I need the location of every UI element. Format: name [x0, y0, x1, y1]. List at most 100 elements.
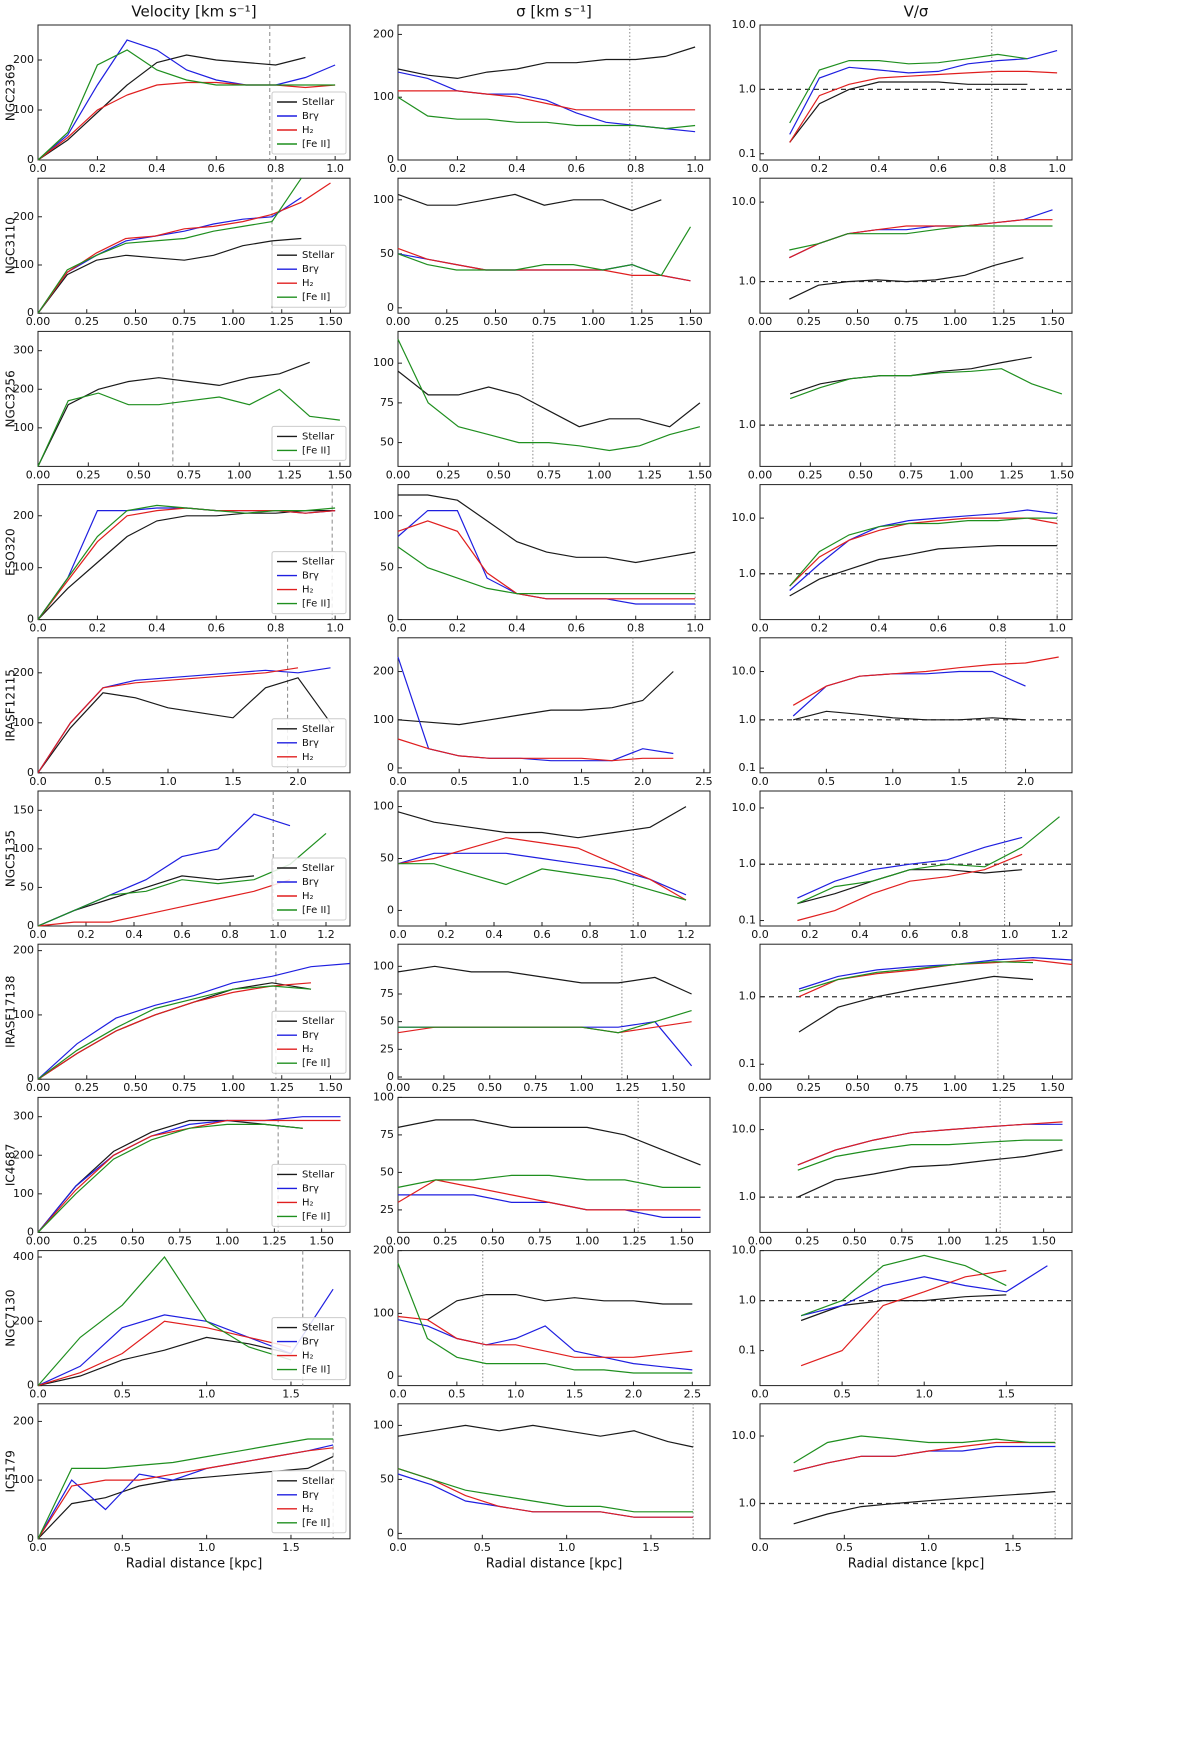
x-tick-label: 0.8: [627, 622, 645, 635]
x-tick-label: 1.0: [1048, 622, 1066, 635]
legend-label: Stellar: [302, 1476, 335, 1487]
x-tick-label: 0.50: [842, 1234, 867, 1247]
x-tick-label: 1.00: [581, 315, 606, 328]
plot-frame: [397, 484, 711, 621]
x-tick-label: 0.75: [894, 315, 919, 328]
y-tick-label: 50: [380, 1165, 394, 1178]
series-line: [37, 982, 312, 1080]
plot-frame: [397, 943, 711, 1080]
legend-label: Brγ: [302, 738, 319, 749]
y-tick-label: 100: [373, 959, 394, 972]
x-tick-label: 1.0: [686, 622, 704, 635]
series-line: [797, 1121, 1063, 1166]
plot-frame: [37, 484, 351, 621]
series-line: [789, 50, 1058, 135]
row-label: IC4687: [4, 1144, 18, 1186]
y-tick-label: 100: [13, 258, 34, 271]
x-tick-label: 1.50: [309, 1234, 334, 1247]
legend-label: H₂: [302, 125, 314, 136]
series-line: [397, 738, 674, 762]
x-tick-label: 0.50: [123, 315, 148, 328]
plot-frame: [759, 1403, 1073, 1540]
x-tick-label: 1.00: [937, 1234, 962, 1247]
x-tick-label: 0.00: [748, 468, 773, 481]
series-line: [37, 982, 312, 1080]
x-tick-label: 0.8: [221, 928, 239, 941]
series-line: [37, 196, 302, 314]
x-tick-label: 0.75: [894, 1081, 919, 1094]
x-tick-label: 0.50: [478, 1081, 503, 1094]
x-tick-label: 2.0: [634, 775, 652, 788]
x-tick-label: 1.50: [1040, 315, 1065, 328]
x-tick-label: 0.8: [581, 928, 599, 941]
plot-frame: [397, 24, 711, 161]
y-tick-label: 100: [373, 713, 394, 726]
row-label: IRASF17138: [4, 976, 18, 1048]
x-tick-label: 1.50: [688, 468, 713, 481]
series-line: [397, 46, 696, 80]
series-line: [37, 39, 336, 161]
x-tick-label: 0.75: [532, 315, 557, 328]
x-tick-label: 0.50: [486, 468, 511, 481]
x-tick-label: 0.50: [480, 1234, 505, 1247]
legend-box: [271, 425, 347, 461]
y-tick-label: 1.0: [739, 567, 757, 580]
x-tick-label: 0.25: [433, 1234, 458, 1247]
x-tick-label: 0.75: [890, 1234, 915, 1247]
row-label: IRASF12115: [4, 669, 18, 741]
x-tick-label: 1.5: [642, 1541, 660, 1554]
series-line: [37, 1256, 292, 1386]
x-tick-label: 1.25: [622, 1234, 647, 1247]
x-tick-label: 1.00: [949, 468, 974, 481]
x-tick-label: 0.0: [29, 622, 47, 635]
series-line: [797, 1149, 1063, 1198]
series-line: [398, 90, 696, 111]
y-tick-label: 100: [373, 193, 394, 206]
x-tick-label: 0.25: [797, 315, 822, 328]
y-tick-label: 100: [13, 561, 34, 574]
x-tick-label: 0.5: [450, 775, 468, 788]
series-line: [397, 247, 691, 282]
series-line: [797, 816, 1060, 905]
x-tick-label: 1.50: [1040, 1081, 1065, 1094]
y-tick-label: 75: [380, 987, 394, 1000]
legend-box: [271, 551, 347, 615]
plot-frame: [37, 637, 351, 774]
legend-label: [Fe II]: [302, 1365, 330, 1376]
x-tick-label: 0.0: [751, 162, 769, 175]
y-tick-label: 100: [373, 800, 394, 813]
legend-label: [Fe II]: [302, 1518, 330, 1529]
x-tick-label: 1.2: [1051, 928, 1069, 941]
legend-label: Stellar: [302, 1016, 335, 1027]
y-tick-label: 200: [13, 53, 34, 66]
x-tick-label: 1.0: [269, 928, 287, 941]
x-tick-label: 1.0: [159, 775, 177, 788]
x-tick-label: 1.00: [943, 1081, 968, 1094]
series-line: [37, 54, 306, 161]
x-tick-label: 0.00: [748, 1234, 773, 1247]
series-line: [397, 1315, 693, 1358]
series-line: [398, 1194, 701, 1218]
series-line: [798, 956, 1073, 990]
x-tick-label: 0.0: [389, 775, 407, 788]
x-tick-label: 1.50: [1050, 468, 1075, 481]
x-tick-label: 0.8: [627, 162, 645, 175]
series-line: [789, 517, 1058, 587]
x-tick-label: 0.75: [528, 1234, 553, 1247]
y-tick-label: 100: [373, 1090, 394, 1103]
x-tick-label: 1.25: [270, 1081, 295, 1094]
plot-frame: [759, 330, 1073, 467]
plot-frame: [397, 637, 711, 774]
series-line: [37, 1119, 303, 1233]
x-tick-label: 0.8: [267, 622, 285, 635]
legend-box: [271, 1010, 347, 1074]
legend-label: H₂: [302, 891, 314, 902]
series-line: [397, 965, 692, 995]
series-line: [797, 853, 1023, 922]
legend-box: [271, 857, 347, 921]
y-tick-label: 100: [373, 90, 394, 103]
x-tick-label: 0.0: [389, 1388, 407, 1401]
legend-label: [Fe II]: [302, 139, 330, 150]
series-line: [37, 1447, 334, 1540]
series-line: [793, 1435, 1056, 1464]
